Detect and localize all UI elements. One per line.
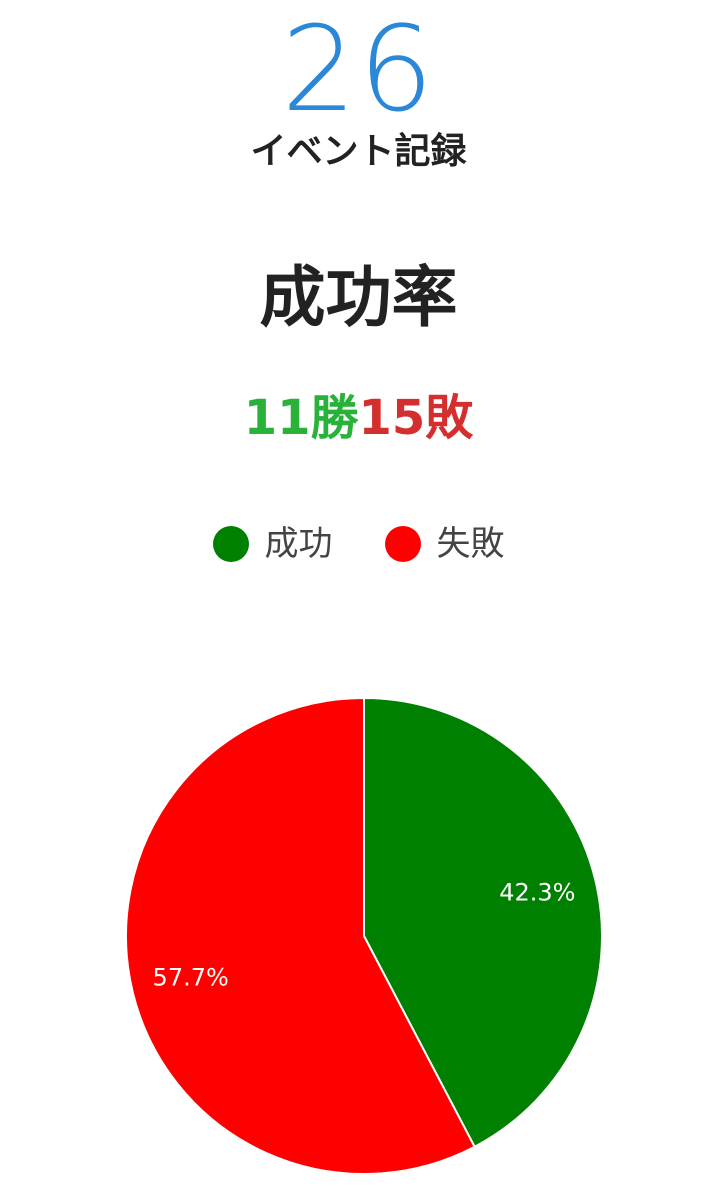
wins-text: 11勝 [243,390,359,446]
event-count: 26 [281,0,436,138]
pie-slice-success[interactable] [363,696,603,1149]
legend-dot-success [212,526,249,562]
pie-slice-failure[interactable] [125,696,476,1175]
pie-label-success: 42.3% [499,878,575,906]
legend-item-failure[interactable]: 失敗 [384,520,505,568]
losses-text: 15敗 [358,390,474,446]
event-count-label: イベント記録 [250,131,467,172]
pie-chart: 42.3% 57.7% [125,696,603,1175]
pie-labels: 42.3% 57.7% [153,878,576,991]
pie-slices [125,696,603,1175]
pie-label-failure: 57.7% [153,964,229,992]
legend-item-success[interactable]: 成功 [212,520,333,568]
legend-dot-failure [384,526,421,562]
win-loss-record: 11勝15敗 [0,386,717,450]
success-rate-title: 成功率 [259,259,458,336]
legend-label-failure: 失敗 [436,524,505,564]
chart-legend: 成功 失敗 [0,520,717,568]
legend-label-success: 成功 [264,524,333,564]
